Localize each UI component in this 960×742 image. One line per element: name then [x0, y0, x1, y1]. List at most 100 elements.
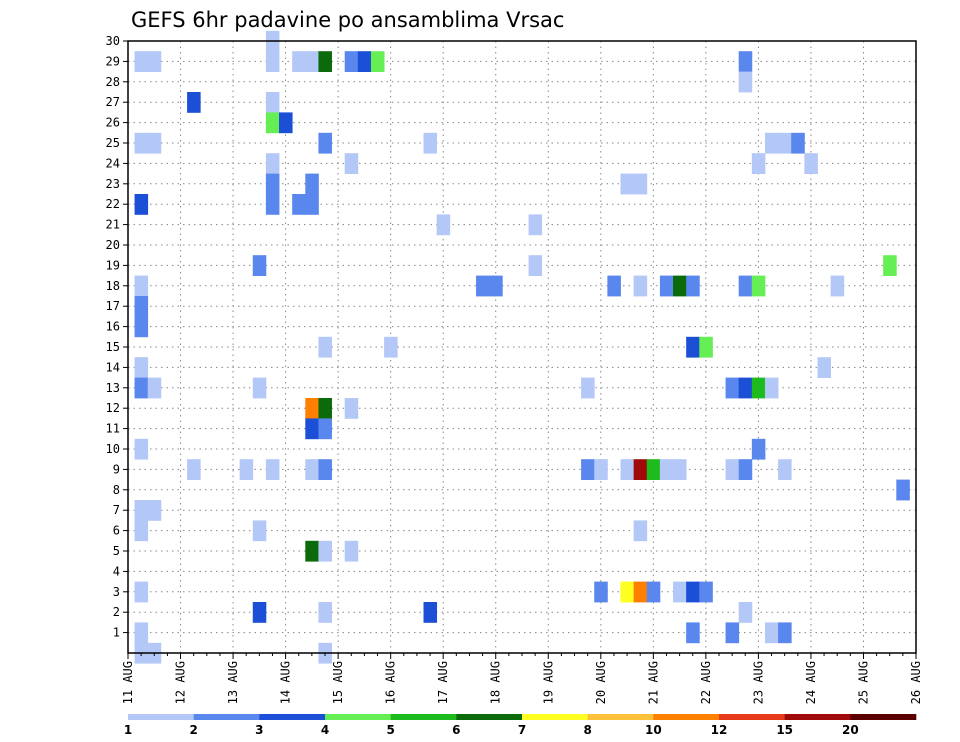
x-tick-label: 15 AUG	[331, 661, 345, 704]
heatmap-cell	[633, 459, 648, 480]
heatmap-cell	[134, 296, 149, 317]
y-tick-label: 18	[106, 279, 120, 293]
heatmap-cell	[265, 112, 280, 134]
heatmap-cell	[646, 581, 661, 603]
heatmap-cell	[778, 132, 792, 154]
heatmap-cell	[318, 459, 332, 480]
heatmap-cell	[265, 92, 280, 113]
y-tick-label: 12	[106, 401, 120, 415]
x-tick-label: 18 AUG	[489, 661, 503, 704]
y-tick-label: 14	[106, 360, 120, 374]
heatmap-cell	[252, 377, 267, 399]
legend-label: 10	[645, 723, 662, 737]
heatmap-cell	[252, 255, 267, 276]
heatmap-cell	[686, 336, 700, 358]
heatmap-cell	[725, 622, 740, 644]
heatmap-cell	[134, 500, 149, 521]
heatmap-cell	[279, 112, 293, 134]
y-tick-label: 30	[106, 34, 120, 48]
x-axis-ticks: 11 AUG 12 AUG 13 AUG 14 AUG 15 AUG 16 AUG 17 A…	[121, 653, 923, 704]
heatmap-cell	[751, 438, 766, 460]
x-tick-label: 24 AUG	[804, 661, 818, 704]
heatmap-cell	[239, 459, 254, 480]
heatmap-cell	[305, 459, 319, 480]
heatmap-cell	[686, 581, 700, 603]
y-tick-label: 15	[106, 340, 120, 354]
heatmap-cell	[594, 459, 608, 480]
y-tick-label: 7	[113, 503, 120, 517]
legend-label: 5	[386, 723, 394, 737]
heatmap-cell	[633, 275, 648, 297]
y-tick-label: 22	[106, 197, 120, 211]
x-tick-label: 26 AUG	[909, 661, 923, 704]
heatmap-cell	[791, 132, 805, 154]
y-tick-label: 9	[113, 462, 120, 476]
heatmap-cell	[292, 51, 306, 72]
heatmap-cell	[252, 520, 267, 542]
legend-label: 4	[321, 723, 329, 737]
y-tick-label: 4	[113, 564, 120, 578]
legend-label: 7	[518, 723, 526, 737]
legend-label: 1	[124, 723, 132, 737]
legend-swatch	[456, 714, 523, 720]
y-tick-label: 28	[106, 75, 120, 89]
heatmap-cell	[673, 275, 687, 297]
y-tick-label: 6	[113, 524, 120, 538]
heatmap-cell	[620, 459, 635, 480]
x-tick-label: 22 AUG	[699, 661, 713, 704]
heatmap-cell	[134, 132, 149, 154]
heatmap-cell	[134, 438, 149, 460]
x-tick-label: 21 AUG	[646, 661, 660, 704]
y-tick-label: 25	[106, 136, 120, 150]
legend-swatch	[325, 714, 391, 720]
heatmap-cell	[436, 214, 451, 236]
x-tick-label: 13 AUG	[226, 661, 240, 704]
x-tick-label: 11 AUG	[121, 661, 135, 704]
heatmap-cell	[804, 153, 818, 174]
heatmap-cell	[265, 194, 280, 215]
x-tick-label: 14 AUG	[279, 661, 293, 704]
heatmap-cell	[646, 459, 661, 480]
heatmap-cell	[528, 255, 543, 276]
heatmap-cell	[607, 275, 621, 297]
heatmap-cell	[751, 377, 766, 399]
heatmap-cell	[620, 581, 635, 603]
heatmap-cell	[305, 173, 319, 195]
y-tick-label: 21	[106, 218, 120, 232]
heatmap-cell	[594, 581, 608, 603]
heatmap-cell	[659, 459, 674, 480]
heatmap-cell	[134, 316, 149, 338]
heatmap-cell	[292, 194, 306, 215]
heatmap-cell	[686, 622, 700, 644]
heatmap-cell	[134, 357, 149, 378]
heatmap-cell	[318, 418, 332, 440]
y-tick-label: 17	[106, 299, 120, 313]
heatmap-cell	[305, 194, 319, 215]
heatmap-cell	[134, 275, 149, 297]
heatmap-cell	[830, 275, 845, 297]
y-tick-label: 23	[106, 177, 120, 191]
heatmap-cell	[187, 92, 201, 113]
heatmap-cell	[147, 51, 162, 72]
legend-label: 2	[189, 723, 197, 737]
legend-label: 12	[711, 723, 728, 737]
y-tick-label: 26	[106, 116, 120, 130]
legend-swatch	[653, 714, 720, 720]
x-tick-label: 23 AUG	[751, 661, 765, 704]
heatmap-cell	[265, 153, 280, 174]
heatmap-cell	[725, 377, 740, 399]
heatmap-cell	[778, 622, 792, 644]
heatmap-cell	[305, 540, 319, 562]
heatmap-cell	[883, 255, 897, 276]
heatmap-cell	[134, 51, 149, 72]
heatmap-cell	[686, 275, 700, 297]
heatmap-cell	[265, 459, 280, 480]
y-tick-label: 16	[106, 320, 120, 334]
heatmap-cell	[896, 479, 910, 501]
heatmap-cell	[725, 459, 740, 480]
heatmap-cell	[134, 581, 149, 603]
y-tick-label: 1	[113, 626, 120, 640]
heatmap-cell	[370, 51, 385, 72]
y-tick-label: 27	[106, 95, 120, 109]
legend-label: 20	[842, 723, 859, 737]
